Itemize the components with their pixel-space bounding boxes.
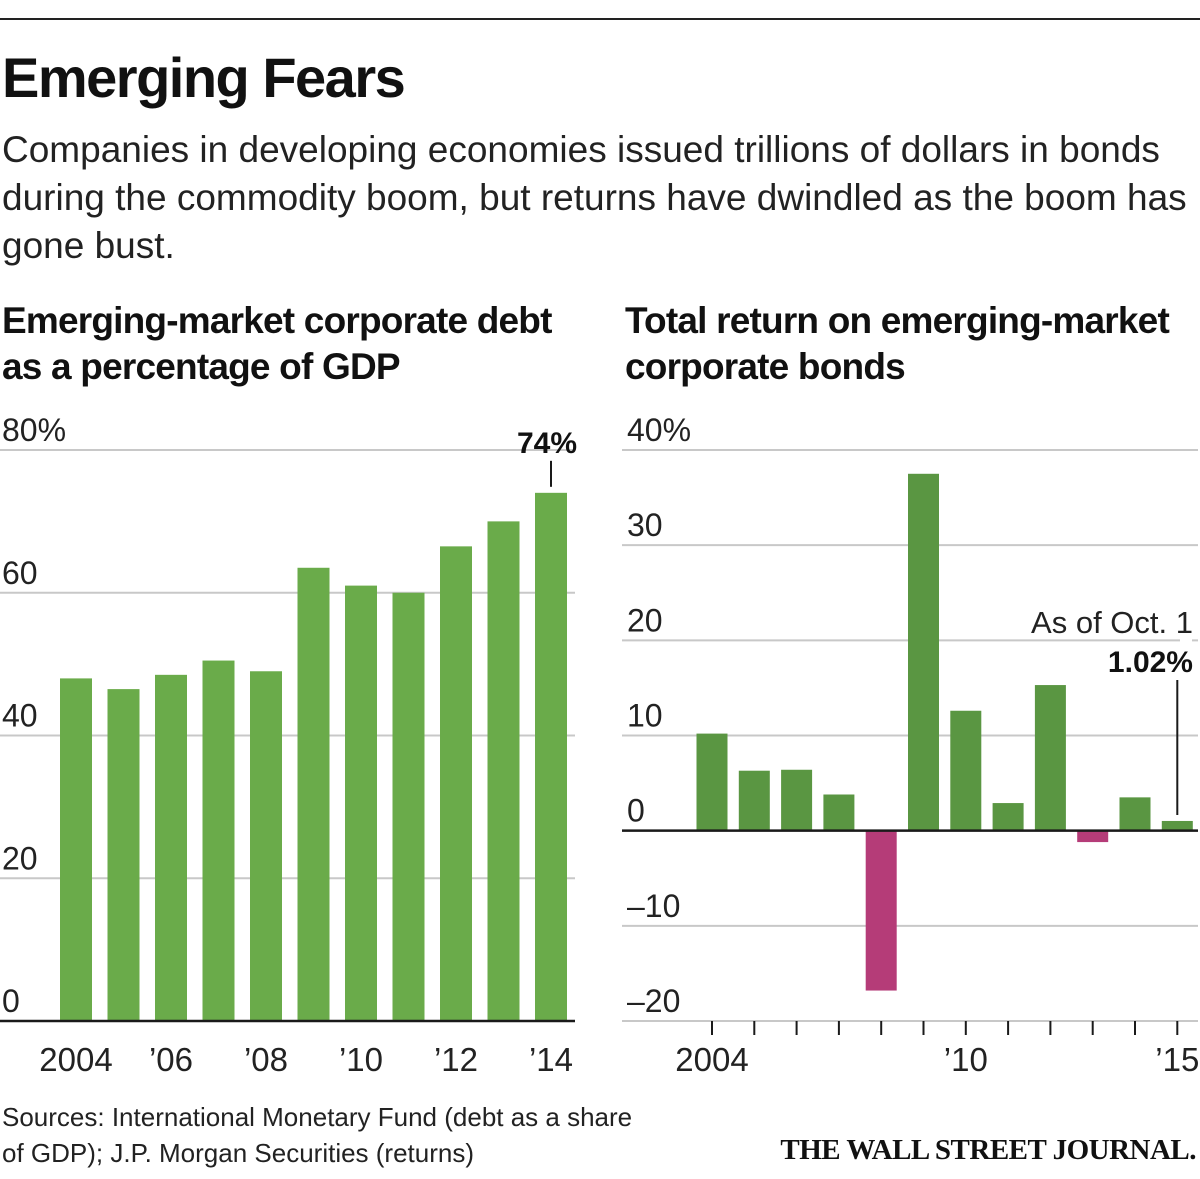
annotation-note: As of Oct. 1: [1031, 605, 1193, 640]
bar: [1161, 820, 1193, 831]
bar: [823, 794, 855, 831]
y-tick-label: 20: [627, 602, 663, 638]
bar: [738, 770, 770, 831]
bar: [345, 585, 377, 1021]
y-tick-label: –10: [627, 888, 680, 924]
annotation-value: 1.02%: [1108, 646, 1193, 679]
bar: [696, 733, 728, 831]
top-rule: [0, 18, 1200, 20]
x-tick-label: ’08: [244, 1041, 288, 1078]
left-chart-title: Emerging-market corporate debt as a perc…: [2, 300, 552, 387]
y-tick-label: 40%: [627, 412, 691, 448]
right-chart-title: Total return on emerging-market corporat…: [625, 300, 1170, 387]
bar: [297, 567, 330, 1021]
x-tick-label: ’10: [944, 1041, 988, 1078]
bar: [865, 830, 897, 991]
bar: [950, 710, 982, 831]
publisher-credit: THE WALL STREET JOURNAL.: [780, 1134, 1196, 1166]
x-tick-label: ’12: [434, 1041, 478, 1078]
bar: [535, 492, 567, 1021]
y-tick-label: 60: [2, 555, 38, 591]
bar: [908, 473, 939, 831]
bar: [440, 546, 472, 1021]
annotation-value: 74%: [517, 427, 577, 460]
bar: [1077, 830, 1109, 843]
page-title: Emerging Fears: [2, 46, 406, 109]
x-tick-label: 2004: [39, 1041, 112, 1078]
bar: [250, 671, 282, 1021]
bar: [155, 674, 187, 1021]
bar: [202, 660, 235, 1021]
bar: [60, 678, 92, 1021]
bar: [392, 592, 425, 1021]
x-tick-label: 2004: [675, 1041, 748, 1078]
source-note: Sources: International Monetary Fund (de…: [2, 1102, 633, 1168]
y-tick-label: 80%: [2, 412, 66, 448]
bar: [992, 803, 1024, 831]
x-tick-label: ’15: [1155, 1041, 1199, 1078]
bar: [107, 689, 140, 1021]
y-tick-label: 0: [627, 793, 645, 829]
x-tick-label: ’10: [339, 1041, 383, 1078]
bar: [781, 769, 813, 831]
y-tick-label: 10: [627, 698, 663, 734]
x-tick-label: ’06: [149, 1041, 193, 1078]
y-tick-label: 20: [2, 840, 38, 876]
bar: [487, 521, 520, 1021]
dek: Companies in developing economies issued…: [2, 129, 1187, 266]
bar: [1119, 797, 1151, 831]
y-tick-label: 30: [627, 507, 663, 543]
y-tick-label: 40: [2, 698, 38, 734]
y-tick-label: 0: [2, 983, 20, 1019]
bar: [1034, 685, 1066, 831]
x-tick-label: ’14: [529, 1041, 573, 1078]
y-tick-label: –20: [627, 983, 680, 1019]
